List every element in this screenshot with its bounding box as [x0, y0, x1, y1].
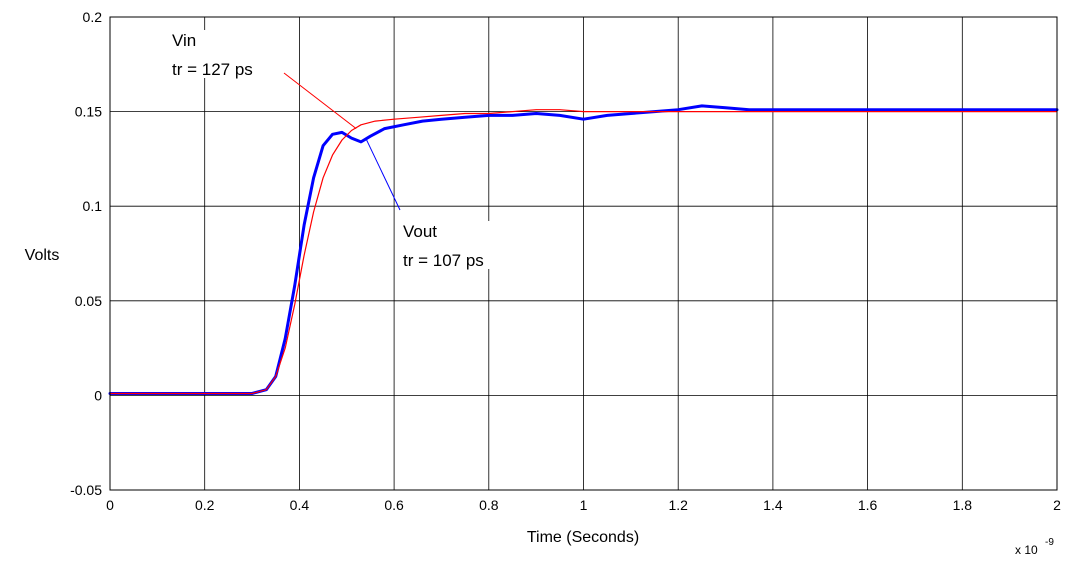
- annotation-pointer-vout: [365, 137, 401, 211]
- series-line-vin: [109, 109, 1058, 395]
- y-tick-label: 0.1: [83, 198, 103, 214]
- annotation-texts: Vin tr = 127 ps Vout tr = 107 ps: [168, 30, 511, 270]
- annotation-text-vin: tr = 127 ps: [172, 60, 253, 79]
- y-tick-label: 0: [94, 387, 102, 403]
- y-tick-label: 0.2: [83, 9, 103, 25]
- x-tick-label: 1.2: [668, 497, 688, 513]
- y-tick-label: -0.05: [70, 482, 102, 498]
- y-axis-label: Volts: [25, 247, 60, 264]
- x-tick-label: 0.6: [384, 497, 404, 513]
- x-tick-label: 1.4: [763, 497, 783, 513]
- x-multiplier-exponent: -9: [1045, 537, 1054, 548]
- x-tick-label: 0.2: [195, 497, 215, 513]
- annotation-pointers: [283, 72, 401, 211]
- x-multiplier-base: x 10: [1015, 543, 1038, 557]
- x-tick-label: 0.8: [479, 497, 499, 513]
- annotation-text-vout: Vout: [403, 222, 437, 241]
- plot-frame: [109, 16, 1058, 491]
- x-tick-label: 2: [1053, 497, 1061, 513]
- annotation-text-vout: tr = 107 ps: [403, 251, 484, 270]
- x-tick-label: 1.6: [858, 497, 878, 513]
- annotation-background: [399, 221, 511, 269]
- y-tick-label: 0.15: [75, 104, 102, 120]
- x-tick-label: 0.4: [290, 497, 310, 513]
- x-tick-label: 0: [106, 497, 114, 513]
- x-tick-label: 1.8: [953, 497, 973, 513]
- series-lines: [108, 104, 1059, 395]
- annotation-background: [168, 30, 280, 78]
- grid-lines: [110, 17, 1057, 490]
- x-tick-labels: 0 0.2 0.4 0.6 0.8 1 1.2 1.4 1.6 1.8 2: [106, 497, 1061, 513]
- x-tick-label: 1: [580, 497, 588, 513]
- x-axis-label: Time (Seconds): [527, 529, 639, 546]
- annotation-text-vin: Vin: [172, 31, 196, 50]
- y-tick-labels: -0.05 0 0.05 0.1 0.15 0.2: [70, 9, 102, 498]
- y-tick-label: 0.05: [75, 293, 102, 309]
- series-line-vout: [108, 104, 1059, 395]
- annotation-pointer-vin: [283, 72, 357, 130]
